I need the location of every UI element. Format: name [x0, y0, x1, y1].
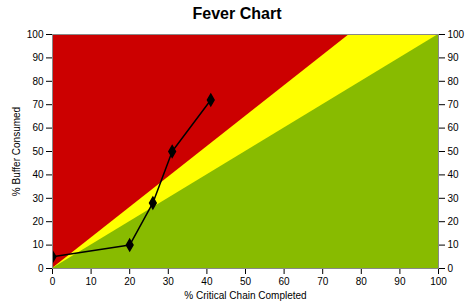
svg-text:0: 0 — [448, 263, 454, 274]
svg-text:60: 60 — [279, 276, 291, 287]
svg-text:40: 40 — [448, 169, 460, 180]
svg-text:60: 60 — [448, 122, 460, 133]
svg-text:100: 100 — [430, 276, 447, 287]
svg-text:20: 20 — [124, 276, 136, 287]
svg-text:70: 70 — [448, 99, 460, 110]
svg-text:100: 100 — [448, 29, 465, 40]
svg-text:50: 50 — [32, 146, 44, 157]
svg-text:40: 40 — [32, 169, 44, 180]
svg-text:30: 30 — [32, 193, 44, 204]
svg-text:100: 100 — [27, 29, 44, 40]
svg-text:60: 60 — [32, 122, 44, 133]
svg-text:30: 30 — [163, 276, 175, 287]
html-text:Fever Chart: Fever Chart — [192, 5, 282, 22]
svg-text:10: 10 — [32, 239, 44, 250]
svg-text:20: 20 — [32, 216, 44, 227]
svg-text:50: 50 — [240, 276, 252, 287]
svg-text:90: 90 — [32, 52, 44, 63]
svg-text:% Critical Chain Completed: % Critical Chain Completed — [184, 290, 306, 301]
svg-text:0: 0 — [50, 276, 56, 287]
svg-text:% Buffer Consumed: % Buffer Consumed — [11, 107, 22, 196]
svg-text:90: 90 — [394, 276, 406, 287]
svg-text:70: 70 — [317, 276, 329, 287]
svg-text:90: 90 — [448, 52, 460, 63]
svg-text:20: 20 — [448, 216, 460, 227]
svg-text:10: 10 — [448, 239, 460, 250]
svg-text:80: 80 — [32, 76, 44, 87]
svg-text:70: 70 — [32, 99, 44, 110]
svg-text:50: 50 — [448, 146, 460, 157]
svg-text:10: 10 — [86, 276, 98, 287]
svg-text:30: 30 — [448, 193, 460, 204]
svg-text:80: 80 — [448, 76, 460, 87]
svg-text:0: 0 — [38, 263, 44, 274]
svg-text:80: 80 — [356, 276, 368, 287]
svg-text:40: 40 — [201, 276, 213, 287]
